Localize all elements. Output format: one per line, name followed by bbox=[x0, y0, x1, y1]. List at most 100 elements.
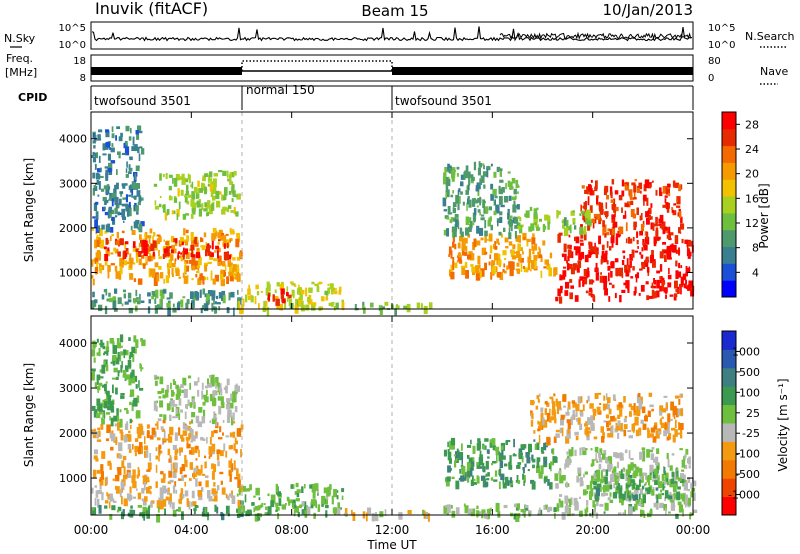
velocity-echo-cell bbox=[126, 421, 129, 428]
power-echo-cell bbox=[190, 184, 192, 188]
power-echo-cell bbox=[460, 181, 464, 187]
power-echo-cell bbox=[600, 272, 602, 275]
velocity-echo-cell bbox=[407, 510, 412, 515]
power-echo-cell bbox=[659, 279, 663, 284]
velocity-echo-cell bbox=[651, 489, 655, 496]
velocity-echo-cell bbox=[629, 411, 632, 417]
power-echo-cell bbox=[595, 272, 599, 281]
velocity-echo-cell bbox=[110, 417, 114, 427]
power-echo-cell bbox=[470, 264, 474, 267]
velocity-echo-cell bbox=[168, 458, 172, 463]
power-echo-cell bbox=[445, 183, 449, 192]
power-echo-cell bbox=[627, 201, 631, 208]
velocity-echo-cell bbox=[316, 489, 319, 494]
power-colorbar-swatch bbox=[722, 128, 736, 147]
power-echo-cell bbox=[111, 126, 114, 133]
velocity-colorbar-label: Velocity [m s⁻¹] bbox=[776, 378, 790, 471]
velocity-echo-cell bbox=[341, 488, 345, 493]
velocity-echo-cell bbox=[689, 513, 691, 520]
power-echo-cell bbox=[132, 246, 137, 252]
velocity-echo-cell bbox=[484, 438, 489, 442]
power-echo-cell bbox=[141, 245, 144, 253]
power-echo-cell bbox=[606, 232, 610, 236]
power-echo-cell bbox=[333, 290, 338, 295]
power-echo-cell bbox=[208, 299, 210, 304]
velocity-ytick-label: 3000 bbox=[59, 382, 87, 395]
power-echo-cell bbox=[312, 302, 317, 306]
velocity-echo-cell bbox=[471, 468, 474, 471]
velocity-echo-cell bbox=[263, 503, 266, 506]
power-echo-cell bbox=[588, 287, 593, 293]
power-echo-cell bbox=[235, 274, 240, 280]
power-echo-cell bbox=[214, 250, 217, 253]
velocity-echo-cell bbox=[233, 460, 236, 470]
power-echo-cell bbox=[94, 134, 97, 142]
velocity-echo-cell bbox=[193, 467, 196, 475]
velocity-echo-cell bbox=[639, 451, 644, 460]
velocity-echo-cell bbox=[215, 382, 217, 389]
velocity-echo-cell bbox=[106, 364, 109, 372]
power-echo-cell bbox=[665, 186, 670, 195]
velocity-colorbar-swatch bbox=[722, 349, 736, 369]
power-echo-cell bbox=[286, 296, 289, 302]
power-echo-cell bbox=[131, 146, 136, 151]
velocity-echo-cell bbox=[105, 438, 110, 442]
velocity-echo-cell bbox=[594, 446, 598, 453]
power-echo-cell bbox=[132, 241, 136, 248]
velocity-echo-cell bbox=[99, 479, 102, 482]
power-colorbar-swatch bbox=[722, 212, 736, 231]
power-echo-cell bbox=[642, 194, 647, 202]
power-echo-cell bbox=[301, 289, 305, 295]
power-echo-cell bbox=[120, 192, 123, 197]
velocity-echo-cell bbox=[522, 467, 525, 471]
velocity-echo-cell bbox=[181, 389, 186, 393]
velocity-echo-cell bbox=[379, 511, 384, 518]
power-echo-cell bbox=[182, 250, 185, 257]
power-echo-cell bbox=[255, 284, 259, 290]
nsky-tick-bottom: 10^0 bbox=[59, 40, 86, 51]
velocity-echo-cell bbox=[237, 479, 241, 488]
velocity-echo-cell bbox=[641, 406, 646, 414]
power-echo-cell bbox=[664, 254, 667, 262]
power-echo-cell bbox=[497, 259, 502, 266]
velocity-echo-cell bbox=[682, 508, 684, 517]
power-echo-cell bbox=[204, 294, 207, 297]
velocity-echo-cell bbox=[135, 438, 139, 442]
velocity-echo-cell bbox=[549, 482, 553, 490]
velocity-echo-cell bbox=[116, 415, 120, 422]
velocity-echo-cell bbox=[204, 396, 209, 403]
power-echo-cell bbox=[109, 192, 113, 200]
velocity-echo-cell bbox=[467, 444, 472, 448]
power-echo-cell bbox=[633, 197, 637, 200]
power-echo-cell bbox=[453, 229, 457, 238]
velocity-echo-cell bbox=[211, 374, 215, 383]
velocity-echo-cell bbox=[482, 478, 487, 488]
velocity-echo-cell bbox=[136, 474, 139, 479]
velocity-echo-cell bbox=[242, 486, 246, 492]
power-echo-cell bbox=[223, 271, 226, 277]
velocity-echo-cell bbox=[654, 473, 658, 478]
velocity-echo-cell bbox=[95, 490, 99, 498]
velocity-echo-cell bbox=[145, 450, 149, 458]
power-echo-cell bbox=[680, 223, 685, 230]
power-echo-cell bbox=[633, 291, 636, 296]
power-echo-cell bbox=[104, 212, 109, 216]
velocity-echo-cell bbox=[569, 500, 572, 507]
velocity-echo-cell bbox=[123, 498, 128, 507]
power-echo-cell bbox=[116, 231, 119, 239]
velocity-echo-cell bbox=[198, 449, 200, 458]
velocity-echo-cell bbox=[234, 406, 238, 413]
power-echo-cell bbox=[649, 216, 653, 220]
velocity-echo-cell bbox=[249, 484, 252, 489]
power-echo-cell bbox=[222, 206, 227, 211]
velocity-echo-cell bbox=[254, 505, 259, 511]
velocity-echo-cell bbox=[100, 423, 104, 430]
power-echo-cell bbox=[136, 190, 141, 197]
velocity-echo-cell bbox=[613, 491, 618, 495]
power-echo-cell bbox=[484, 230, 488, 237]
velocity-echo-cell bbox=[659, 419, 663, 424]
velocity-echo-cell bbox=[556, 505, 560, 512]
power-echo-cell bbox=[451, 173, 456, 179]
velocity-echo-cell bbox=[155, 447, 158, 452]
power-echo-cell bbox=[214, 274, 219, 282]
